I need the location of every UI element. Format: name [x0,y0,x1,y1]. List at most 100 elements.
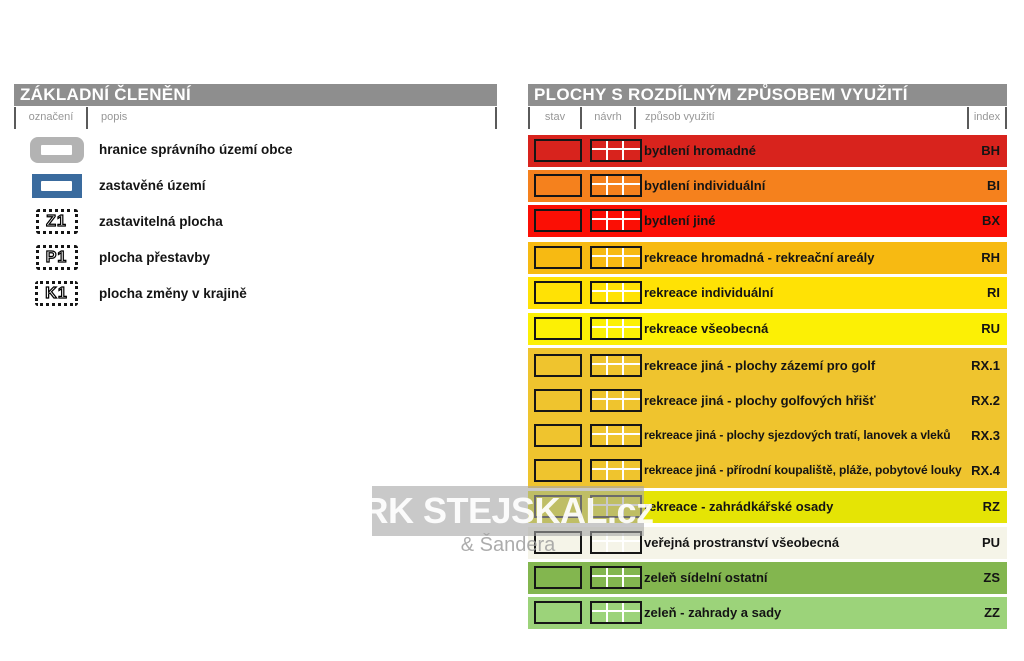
land-use-index: RX.2 [971,393,1000,408]
rekreace-jina-block: rekreace jiná - plochy zázemí pro golf R… [528,348,1007,488]
symbol-inner-bar [41,144,72,155]
land-use-index: BH [981,143,1000,158]
land-use-row: zeleň - zahrady a sady ZZ [528,597,1007,629]
land-use-index: RX.4 [971,463,1000,478]
land-use-index: RH [981,250,1000,265]
navrh-swatch [590,459,642,482]
land-use-index: ZZ [984,605,1000,620]
stav-swatch [534,139,582,162]
legend-item-built-up: zastavěné území [14,172,497,199]
municipal-boundary-symbol [29,136,84,163]
legend-item-p1: P1 plocha přestavby [14,244,497,271]
land-use-row: bydlení jiné BX [528,205,1007,237]
land-use-row: rekreace jiná - přírodní koupaliště, plá… [528,453,1007,488]
land-use-label: rekreace - zahrádkářské osady [644,499,834,514]
legend-item-label: plocha přestavby [99,250,211,265]
land-use-index: BI [987,178,1000,193]
land-use-label: zeleň sídelní ostatní [644,570,768,585]
column-header-stav: stav [530,107,582,129]
navrh-swatch [590,566,642,589]
grid-pattern [592,141,640,160]
land-use-row: bydlení individuální BI [528,170,1007,202]
land-use-index: BX [981,213,1000,228]
grid-pattern [592,603,640,622]
navrh-swatch [590,317,642,340]
symbol-inner-bar [41,180,72,191]
land-use-row: rekreace jiná - plochy zázemí pro golf R… [528,348,1007,383]
legend-item-label: zastavitelná plocha [99,214,223,229]
watermark-text: RK STEJSKAL.cz [362,490,654,531]
grid-pattern [592,319,640,338]
legend-item-label: zastavěné území [99,178,206,193]
land-use-row: rekreace jiná - plochy sjezdových tratí,… [528,418,1007,453]
legend-item-boundary: hranice správního území obce [14,136,497,163]
land-use-label: rekreace individuální [644,285,774,300]
land-use-label: bydlení jiné [644,213,716,228]
legend-item-k1: K1 plocha změny v krajině [14,280,497,307]
land-use-label: veřejná prostranství všeobecná [644,535,840,550]
grid-pattern [592,461,640,480]
land-use-row: bydlení hromadné BH [528,135,1007,167]
grid-pattern [592,283,640,302]
land-use-label: bydlení individuální [644,178,766,193]
watermark: RK STEJSKAL.cz [362,486,654,536]
stav-swatch [534,209,582,232]
stav-swatch [534,281,582,304]
left-column-headers: označení popis [14,107,497,129]
stav-swatch [534,389,582,412]
left-legend-list: hranice správního území obce zastavěné ú… [14,136,497,316]
stav-swatch [534,354,582,377]
stav-swatch [534,317,582,340]
land-use-label: rekreace všeobecná [644,321,769,336]
navrh-swatch [590,601,642,624]
column-header-navrh: návrh [582,107,636,129]
navrh-swatch [590,139,642,162]
navrh-swatch [590,389,642,412]
grid-pattern [592,533,640,552]
navrh-swatch [590,209,642,232]
land-use-label: bydlení hromadné [644,143,756,158]
navrh-swatch [590,246,642,269]
stav-swatch [534,601,582,624]
right-column-headers: stav návrh způsob využití index [528,107,1007,129]
navrh-swatch [590,354,642,377]
land-use-index: PU [981,535,1000,550]
left-panel-title: ZÁKLADNÍ ČLENĚNÍ [14,84,497,106]
landscape-change-area-symbol: K1 [35,281,78,306]
stav-swatch [534,424,582,447]
column-header-zpusob-vyuziti: způsob využití [636,107,969,129]
land-use-index: RI [987,285,1000,300]
navrh-swatch [590,424,642,447]
stav-swatch [534,174,582,197]
land-use-row: rekreace jiná - plochy golfových hřišť R… [528,383,1007,418]
land-use-row: zeleň sídelní ostatní ZS [528,562,1007,594]
land-use-row: rekreace všeobecná RU [528,313,1007,345]
navrh-swatch [590,281,642,304]
land-use-label: rekreace jiná - plochy zázemí pro golf [644,358,876,373]
stav-swatch [534,459,582,482]
land-use-label: rekreace jiná - plochy golfových hřišť [644,393,876,408]
right-panel-title: PLOCHY S ROZDÍLNÝM ZPŮSOBEM VYUŽITÍ [528,84,1007,106]
land-use-index: RU [981,321,1000,336]
grid-pattern [592,568,640,587]
stav-swatch [534,566,582,589]
legend-item-label: hranice správního území obce [99,142,293,157]
stav-swatch [534,246,582,269]
grid-pattern [592,391,640,410]
land-use-label: zeleň - zahrady a sady [644,605,782,620]
built-up-area-symbol [31,173,82,198]
legend-item-label: plocha změny v krajině [99,286,247,301]
grid-pattern [592,211,640,230]
land-use-label: rekreace jiná - přírodní koupaliště, plá… [644,463,962,477]
land-use-label: rekreace hromadná - rekreační areály [644,250,875,265]
land-use-index: ZS [983,570,1000,585]
grid-pattern [592,248,640,267]
land-use-index: RZ [982,499,1000,514]
grid-pattern [592,426,640,445]
land-use-index: RX.1 [971,358,1000,373]
grid-pattern [592,176,640,195]
developable-area-symbol: Z1 [35,209,78,234]
land-use-label: rekreace jiná - plochy sjezdových tratí,… [644,428,951,442]
land-use-row: rekreace individuální RI [528,277,1007,309]
watermark-subtext: & Šandera [460,534,556,556]
